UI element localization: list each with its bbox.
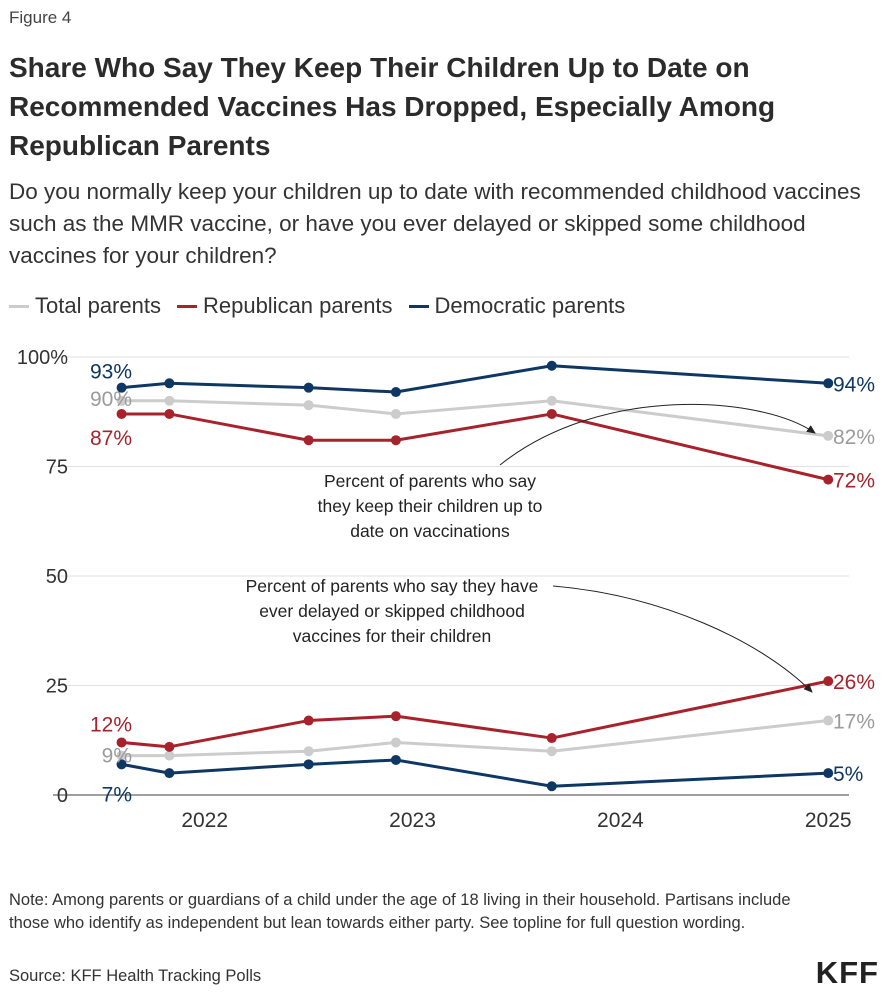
line-chart: 100% 75 50 25 0 2022 2023 2024 2025 90% 82% 87% 72% 9…: [17, 347, 875, 832]
data-point-total-up-to-date: [823, 430, 834, 441]
y-tick-label: 25: [46, 676, 68, 698]
annotation-delayed-line: Percent of parents who say they have: [246, 576, 539, 596]
data-point-democratic-delayed: [164, 768, 175, 779]
data-point-republican-up-to-date: [390, 435, 401, 446]
note-text: Note: Among parents or guardians of a ch…: [9, 891, 791, 932]
legend-label-republican: Republican parents: [202, 293, 393, 318]
data-point-democratic-delayed: [303, 759, 314, 770]
data-point-republican-up-to-date: [303, 435, 314, 446]
annotation-up-to-date-line: they keep their children up to: [318, 496, 543, 516]
y-tick-label: 50: [46, 566, 68, 588]
legend-swatch-republican: [176, 304, 197, 308]
kff-logo: KFF: [815, 955, 879, 990]
data-point-republican-delayed: [164, 741, 175, 752]
data-point-republican-delayed: [823, 676, 834, 687]
data-point-democratic-up-to-date: [390, 387, 401, 398]
annotation-delayed-line: ever delayed or skipped childhood: [259, 601, 525, 621]
figure-label: Figure 4: [9, 8, 72, 27]
y-tick-label: 0: [57, 785, 68, 807]
end-value-label: 17%: [833, 711, 875, 734]
x-tick-label: 2025: [805, 809, 852, 832]
legend: Total parents Republican parents Democra…: [9, 293, 641, 319]
start-value-label: 9%: [102, 745, 132, 768]
data-point-republican-up-to-date: [164, 408, 175, 419]
annotation-up-to-date-line: date on vaccinations: [350, 521, 510, 541]
data-point-democratic-delayed: [546, 781, 557, 792]
data-point-republican-up-to-date: [823, 474, 834, 485]
data-point-total-delayed: [546, 746, 557, 757]
end-value-label: 72%: [833, 470, 875, 493]
x-tick-label: 2023: [389, 809, 436, 832]
x-tick-label: 2022: [181, 809, 228, 832]
data-point-democratic-up-to-date: [303, 382, 314, 393]
data-point-total-delayed: [390, 737, 401, 748]
data-point-total-delayed: [303, 746, 314, 757]
start-value-label: 90%: [90, 388, 132, 411]
data-point-republican-up-to-date: [116, 408, 127, 419]
data-point-republican-delayed: [116, 737, 127, 748]
data-point-democratic-delayed: [390, 754, 401, 765]
legend-label-democratic: Democratic parents: [434, 293, 626, 318]
legend-label-total: Total parents: [35, 293, 161, 318]
series-line-democratic-delayed: [121, 758, 829, 788]
y-tick-label: 75: [46, 457, 68, 479]
end-value-label: 5%: [833, 763, 863, 786]
data-point-democratic-delayed: [116, 759, 127, 770]
data-point-republican-delayed: [390, 711, 401, 722]
annotation-arrow-up-to-date: [499, 403, 816, 466]
y-tick-label: 100%: [17, 347, 68, 369]
data-point-democratic-up-to-date: [116, 382, 127, 393]
source: Source: KFF Health Tracking Polls: [9, 967, 262, 985]
annotation-delayed-line: vaccines for their children: [293, 626, 491, 646]
data-point-total-up-to-date: [164, 395, 175, 406]
x-tick-label: 2024: [597, 809, 644, 832]
data-point-democratic-up-to-date: [546, 360, 557, 371]
series-line-total-delayed: [121, 719, 829, 758]
legend-item-total: Total parents: [9, 293, 161, 319]
data-point-total-delayed: [823, 715, 834, 726]
data-point-republican-up-to-date: [546, 408, 557, 419]
data-point-democratic-up-to-date: [823, 378, 834, 389]
series-line-republican-up-to-date: [121, 412, 829, 482]
end-value-label: 82%: [833, 426, 875, 449]
data-point-republican-delayed: [546, 733, 557, 744]
data-point-total-delayed: [164, 750, 175, 761]
series-line-total-up-to-date: [121, 399, 829, 438]
start-value-label: 93%: [90, 361, 132, 384]
annotation-arrow-delayed: [552, 585, 813, 693]
start-value-label: 87%: [90, 427, 132, 450]
data-point-total-up-to-date: [390, 408, 401, 419]
data-point-republican-delayed: [303, 715, 314, 726]
data-point-democratic-up-to-date: [164, 378, 175, 389]
legend-swatch-total: [9, 304, 29, 308]
chart-subtitle: Do you normally keep your children up to…: [9, 179, 861, 268]
series-line-republican-delayed: [121, 679, 829, 749]
data-point-total-up-to-date: [116, 395, 127, 406]
start-value-label: 7%: [102, 783, 132, 806]
legend-item-democratic: Democratic parents: [408, 293, 626, 319]
chart-title: Share Who Say They Keep Their Children U…: [9, 52, 776, 161]
data-point-total-up-to-date: [303, 400, 314, 411]
legend-item-republican: Republican parents: [176, 293, 393, 319]
data-point-democratic-delayed: [823, 768, 834, 779]
end-value-label: 26%: [833, 671, 875, 694]
series-line-democratic-up-to-date: [121, 364, 829, 394]
note: Note: Among parents or guardians of a ch…: [9, 889, 809, 935]
end-value-label: 94%: [833, 373, 875, 396]
legend-swatch-democratic: [408, 304, 429, 308]
annotation-up-to-date-line: Percent of parents who say: [324, 471, 536, 491]
start-value-label: 12%: [90, 713, 132, 736]
data-point-total-up-to-date: [546, 395, 557, 406]
data-point-total-delayed: [116, 750, 127, 761]
